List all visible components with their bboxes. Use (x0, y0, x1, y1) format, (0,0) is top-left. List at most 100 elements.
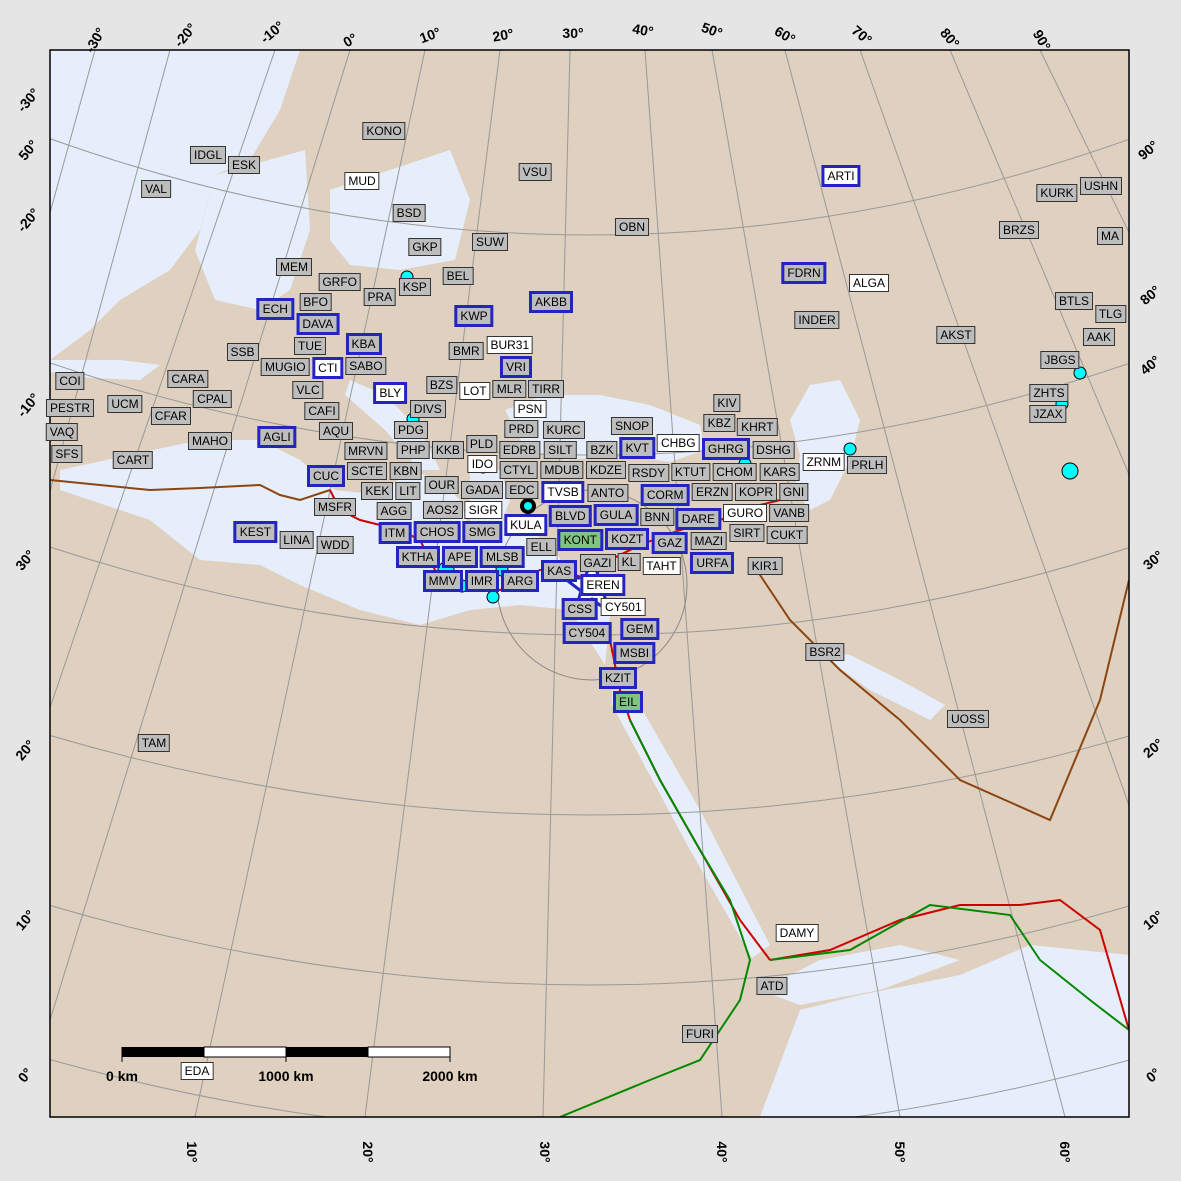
station-label-kvt: KVT (619, 437, 655, 459)
station-label-ssb: SSB (226, 343, 259, 361)
station-label-kir1: KIR1 (747, 557, 783, 575)
station-label-pdg: PDG (393, 420, 429, 439)
station-label-kopr: KOPR (734, 483, 778, 502)
event-marker (1061, 462, 1079, 480)
station-label-cart: CART (112, 451, 154, 469)
station-label-kzit: KZIT (599, 666, 637, 689)
station-label-vri: VRI (499, 355, 533, 378)
station-label-kwp: KWP (454, 305, 494, 327)
station-label-blvd: BLVD (549, 505, 592, 528)
station-label-vsu: VSU (518, 163, 552, 181)
tick-label-top: 30° (562, 25, 584, 41)
station-label-tvsb: TVSB (541, 481, 585, 504)
station-label-guro: GURO (723, 503, 768, 522)
station-label-prd: PRD (504, 420, 538, 439)
station-label-esk: ESK (227, 156, 261, 174)
station-label-cara: CARA (167, 369, 209, 388)
station-label-pra: PRA (363, 288, 397, 306)
station-label-psn: PSN (513, 400, 547, 419)
station-label-kiv: KIV (713, 393, 741, 412)
station-label-ksp: KSP (398, 278, 431, 296)
station-label-cpal: CPAL (193, 390, 232, 409)
station-label-ghrg: GHRG (701, 438, 750, 461)
station-label-cafi: CAFI (304, 401, 340, 420)
station-label-maho: MAHO (188, 432, 232, 450)
station-label-divs: DIVS (409, 400, 446, 418)
station-label-kurc: KURC (542, 420, 585, 439)
station-label-brzs: BRZS (998, 221, 1040, 239)
graticule (50, 50, 1129, 1117)
station-label-smg: SMG (462, 521, 502, 544)
station-label-cuc: CUC (307, 465, 345, 488)
station-label-kont: KONT (557, 529, 603, 552)
station-label-dava: DAVA (296, 312, 340, 335)
station-label-chos: CHOS (413, 521, 461, 544)
station-label-kula: KULA (504, 513, 548, 536)
station-label-lina: LINA (279, 531, 314, 549)
meridian-line (1039, 50, 1129, 234)
scale-label-2000: 2000 km (422, 1068, 478, 1084)
parallel-line (50, 734, 1129, 816)
gulf-of-aden (760, 945, 960, 1005)
station-label-cukt: CUKT (766, 526, 808, 544)
main-event-marker (520, 498, 536, 514)
station-label-bsd: BSD (392, 204, 426, 222)
station-label-msfr: MSFR (314, 498, 356, 516)
station-label-prlh: PRLH (847, 456, 888, 474)
station-label-pld: PLD (465, 435, 498, 453)
station-label-aqu: AQU (318, 421, 354, 440)
atlantic (50, 50, 300, 360)
station-label-sigr: SIGR (464, 501, 502, 520)
station-label-kdze: KDZE (585, 461, 627, 480)
event-marker (486, 590, 500, 604)
station-label-dare: DARE (675, 508, 722, 531)
station-label-bnn: BNN (640, 508, 674, 527)
station-label-eda: EDA (180, 1062, 214, 1080)
station-label-kozt: KOZT (605, 528, 650, 551)
parallel-line (50, 904, 1129, 986)
meridian-line (859, 50, 1129, 807)
station-label-ucm: UCM (107, 395, 143, 413)
station-label-kba: KBA (345, 332, 382, 355)
tick-label-bottom: 10° (184, 1141, 200, 1163)
station-label-ech: ECH (256, 297, 294, 320)
tick-label-bottom: 60° (1057, 1141, 1073, 1163)
station-label-khrt: KHRT (737, 418, 778, 436)
station-label-bfo: BFO (299, 292, 332, 311)
station-label-zrnm: ZRNM (802, 453, 846, 471)
station-label-silt: SILT (544, 441, 577, 459)
station-label-cy501: CY501 (600, 597, 646, 616)
arabian-sea (760, 945, 1129, 1117)
station-label-gula: GULA (593, 504, 639, 527)
station-label-mdub: MDUB (540, 461, 584, 480)
station-label-mud: MUD (344, 172, 380, 190)
station-label-gada: GADA (461, 481, 504, 500)
station-label-furi: FURI (682, 1025, 718, 1043)
event-marker (1073, 366, 1087, 380)
station-label-kono: KONO (362, 122, 406, 140)
station-label-bsr2: BSR2 (805, 643, 845, 661)
station-label-sabo: SABO (345, 357, 387, 376)
station-label-jzax: JZAX (1029, 404, 1067, 423)
station-label-bel: BEL (442, 267, 474, 285)
station-label-kl: KL (617, 552, 641, 571)
station-label-itm: ITM (378, 522, 412, 545)
station-label-bmr: BMR (448, 342, 484, 360)
station-label-ktut: KTUT (670, 463, 711, 481)
station-label-gni: GNI (778, 482, 809, 501)
station-label-wdd: WDD (316, 536, 354, 554)
station-label-ctyl: CTYL (499, 460, 539, 479)
station-label-agli: AGLI (257, 426, 297, 448)
station-label-fdrn: FDRN (781, 262, 827, 284)
scale-bar (121, 1046, 451, 1062)
station-label-suw: SUW (472, 233, 508, 251)
station-label-mlsb: MLSB (479, 545, 525, 568)
station-label-tirr: TIRR (528, 380, 565, 398)
station-label-eil: EIL (612, 690, 644, 713)
persian-gulf (815, 650, 945, 720)
station-label-arg: ARG (501, 569, 540, 592)
station-label-php: PHP (396, 441, 430, 459)
station-label-val: VAL (141, 180, 171, 198)
tick-label-bottom: 20° (360, 1141, 376, 1163)
